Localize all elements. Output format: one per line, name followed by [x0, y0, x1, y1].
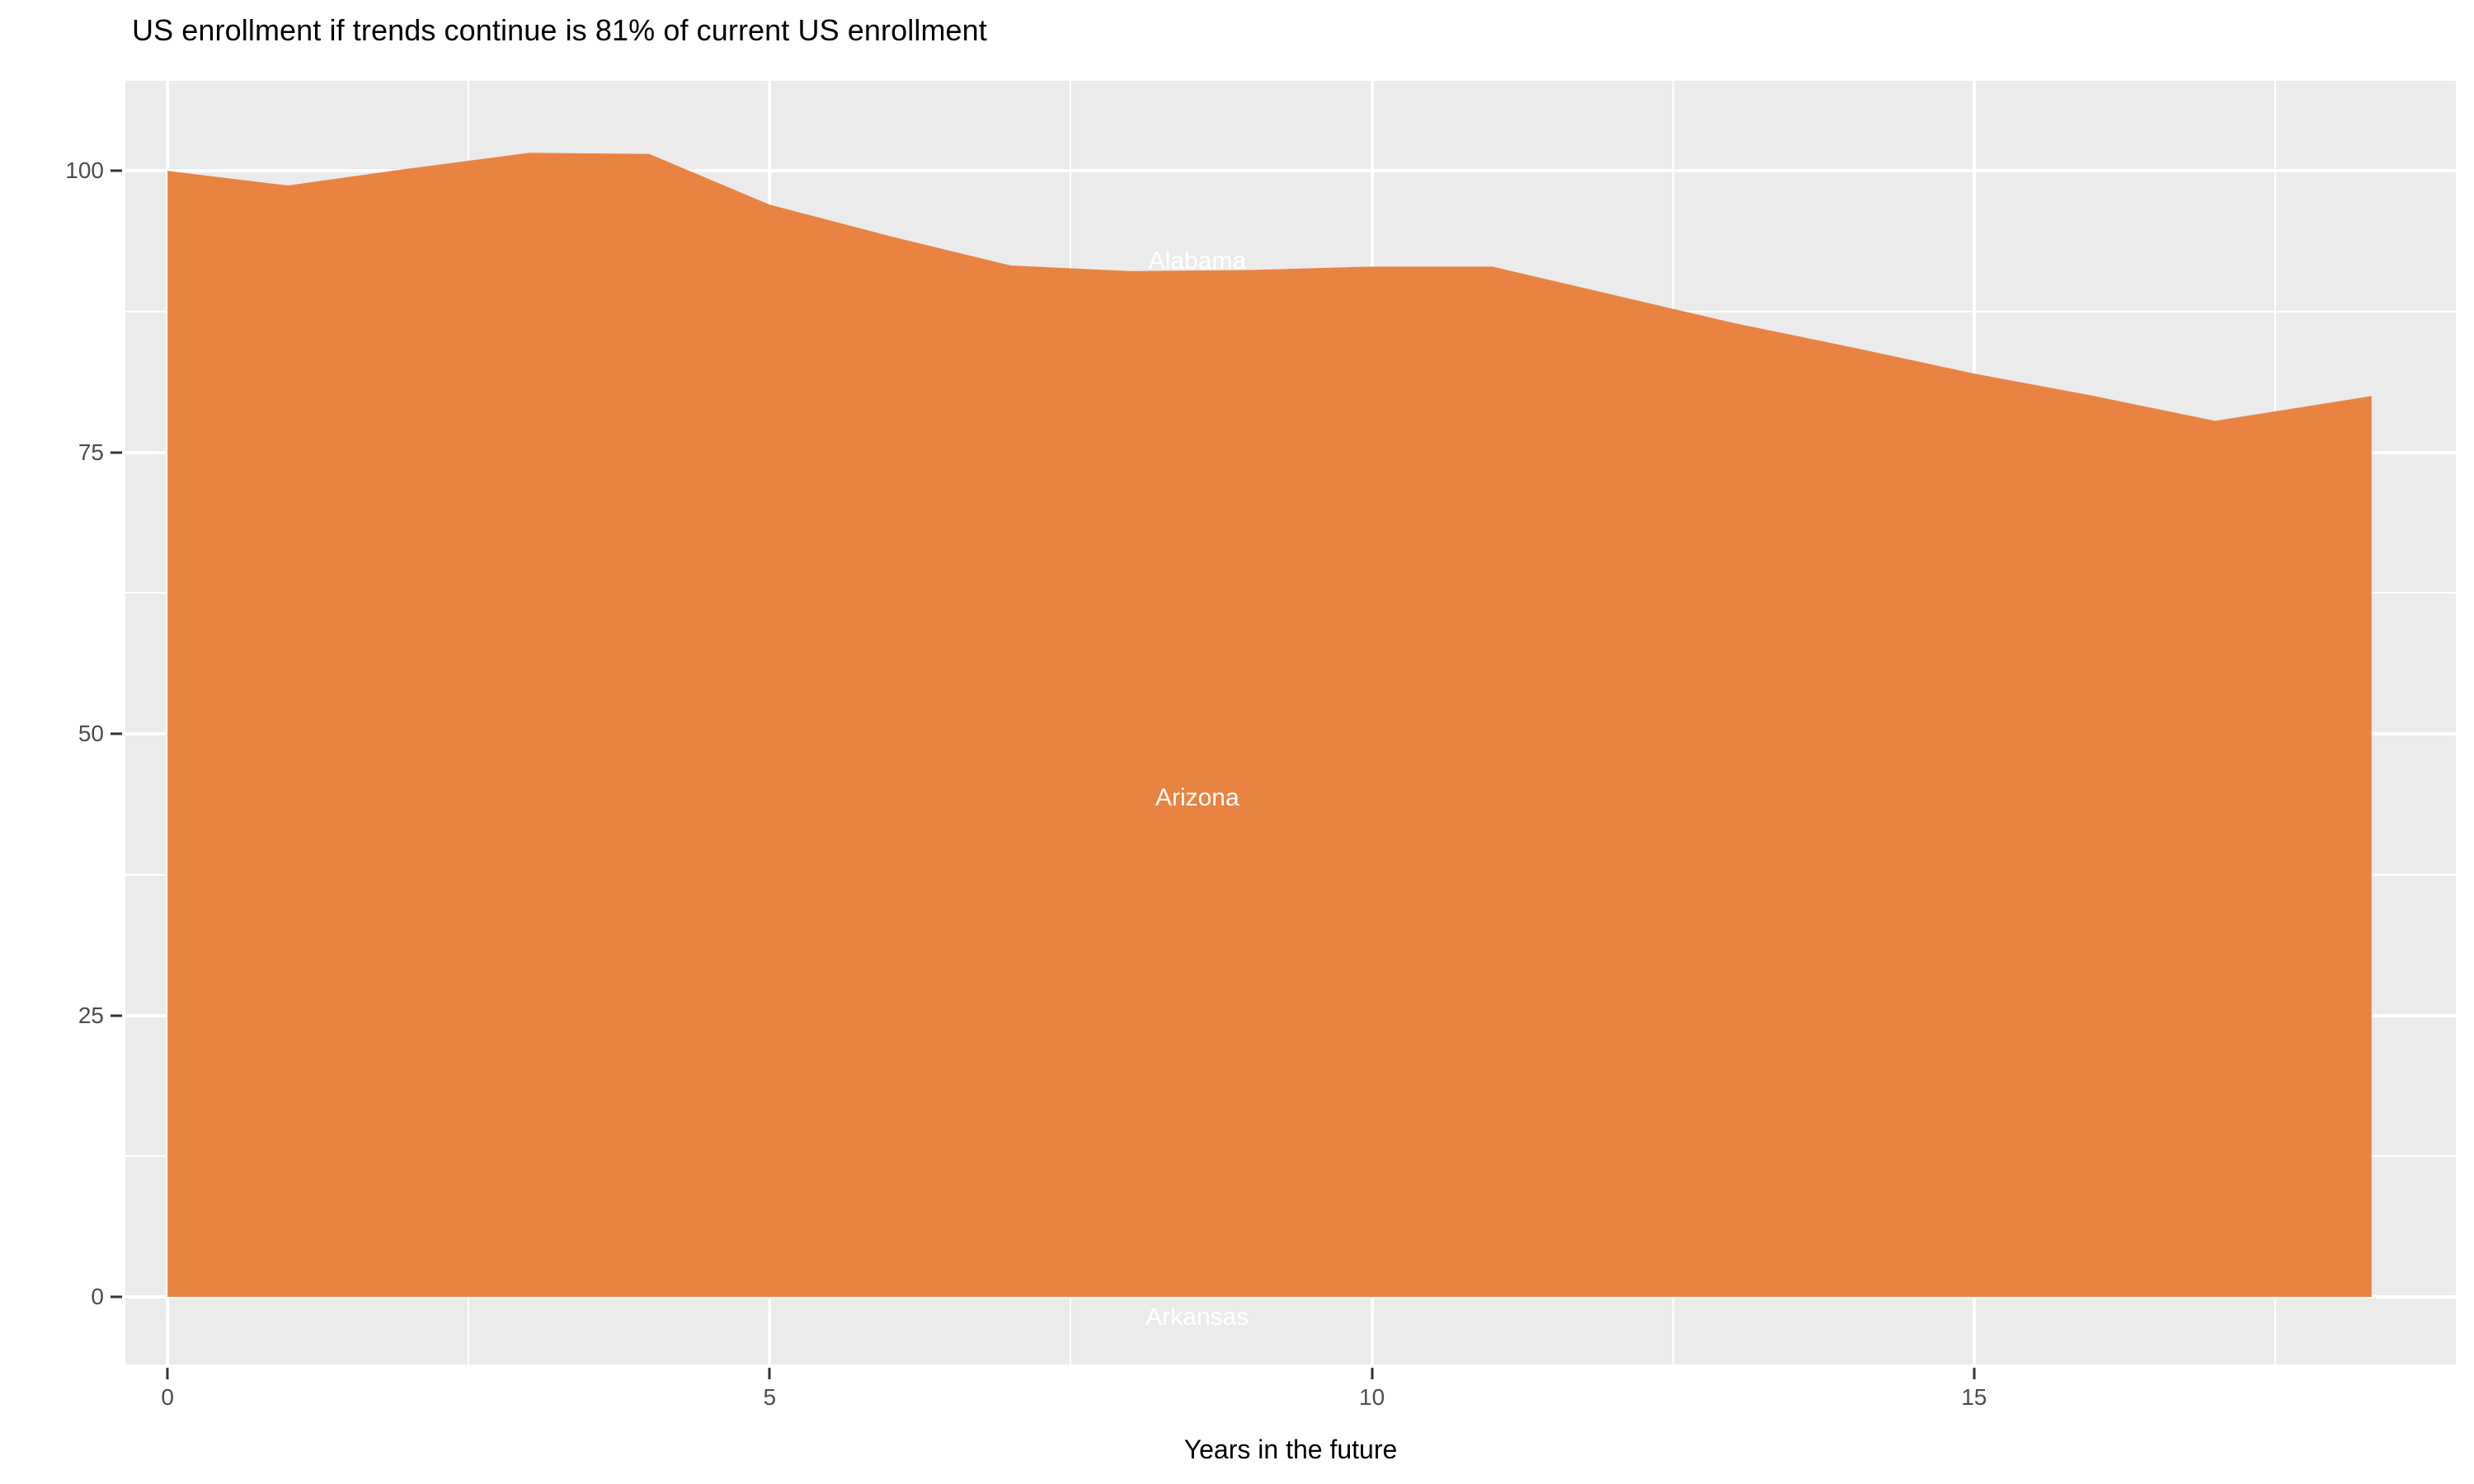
y-axis-tick-label: 100 [65, 157, 104, 184]
y-axis-tick-mark [111, 451, 122, 454]
x-axis-tick-label: 10 [1359, 1384, 1385, 1410]
x-axis-tick-label: 15 [1961, 1384, 1987, 1410]
gridline-major-horizontal [125, 169, 2456, 173]
x-axis-tick-mark [166, 1368, 169, 1379]
area-label: Arizona [1155, 784, 1239, 811]
y-axis-tick-label: 50 [78, 721, 104, 747]
x-axis-tick-mark [1371, 1368, 1374, 1379]
y-axis-tick-label: 75 [78, 439, 104, 465]
area-label: Arkansas [1145, 1303, 1249, 1331]
x-axis-tick-mark [768, 1368, 771, 1379]
area-label: Alabama [1148, 247, 1247, 275]
area-path [167, 153, 2372, 1298]
y-axis-tick-mark [111, 169, 122, 172]
gridline-major-vertical [166, 81, 170, 1364]
y-axis-tick-label: 25 [78, 1002, 104, 1028]
x-axis-tick-mark [1973, 1368, 1976, 1379]
x-axis-tick-label: 0 [161, 1384, 174, 1410]
plot-panel: Alabama Arizona Arkansas [125, 81, 2456, 1364]
area-series [167, 153, 2372, 1298]
y-axis-tick-mark [111, 732, 122, 735]
y-axis-tick-mark [111, 1295, 122, 1298]
x-axis-title: Years in the future [1183, 1435, 1398, 1464]
y-axis-tick-label: 0 [91, 1284, 104, 1310]
page-title: US enrollment if trends continue is 81% … [132, 13, 987, 47]
y-axis-tick-mark [111, 1014, 122, 1017]
x-axis-tick-label: 5 [763, 1384, 777, 1410]
